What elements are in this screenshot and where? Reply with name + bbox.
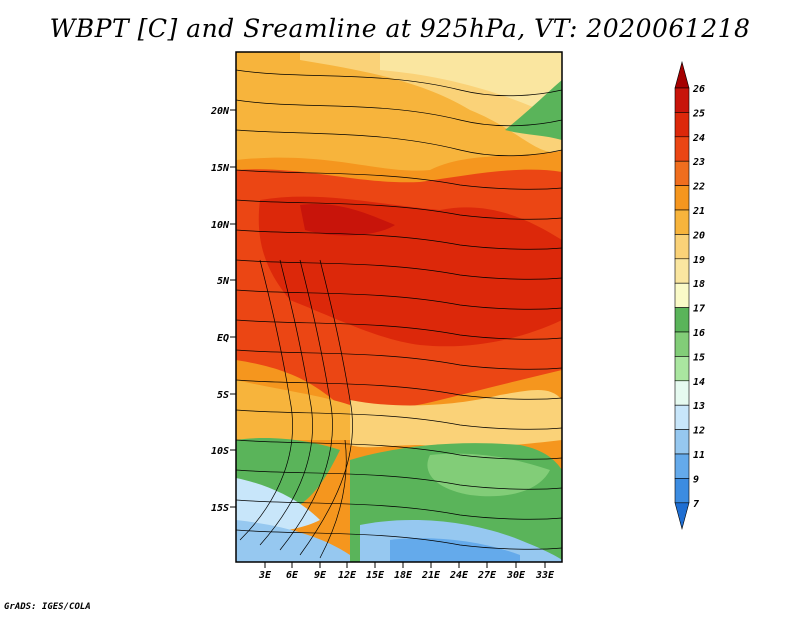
latitude-axis: 20N 15N 10N 5N EQ 5S 10S 15S	[210, 106, 236, 514]
wbpt-field	[236, 52, 562, 562]
lat-tick-label: 10N	[211, 220, 230, 231]
lon-tick-label: 3E	[258, 570, 272, 581]
colorbar-label: 17	[693, 304, 705, 315]
colorbar-label: 19	[693, 255, 705, 266]
colorbar-swatch	[674, 258, 690, 284]
colorbar-swatch	[674, 234, 690, 260]
colorbar-label: 15	[693, 352, 705, 363]
colorbar-swatch	[674, 136, 690, 162]
colorbar-swatch	[674, 112, 690, 138]
colorbar-label: 12	[693, 426, 705, 437]
map-frame	[235, 51, 563, 563]
colorbar-swatch	[674, 478, 690, 504]
lat-tick-label: 10S	[211, 446, 229, 457]
chart-title: WBPT [C] and Sreamline at 925hPa, VT: 20…	[49, 14, 751, 43]
lon-tick-label: 30E	[506, 570, 526, 581]
lat-tick-label: 5N	[217, 276, 230, 287]
lat-tick-label: 15S	[211, 503, 229, 514]
colorbar-swatch	[674, 404, 690, 430]
colorbar-label: 26	[692, 84, 705, 95]
colorbar: 26 25 24 23 22 21 20 19 18 17 16 15 14 13 12 11 9 7	[674, 60, 705, 530]
lon-tick-label: 15E	[366, 570, 385, 581]
lon-tick-label: 21E	[421, 570, 441, 581]
lat-tick-label: 5S	[217, 390, 229, 401]
colorbar-label: 11	[693, 450, 705, 461]
colorbar-label: 25	[692, 108, 705, 119]
lon-tick-label: 18E	[394, 570, 413, 581]
colorbar-swatch	[674, 307, 690, 333]
credit-label: GrADS: IGES/COLA	[4, 602, 91, 612]
colorbar-swatch	[674, 282, 690, 308]
colorbar-label: 20	[692, 230, 705, 241]
colorbar-label: 7	[693, 499, 699, 510]
lon-tick-label: 33E	[535, 570, 555, 581]
colorbar-swatch	[674, 502, 690, 530]
colorbar-swatch	[674, 209, 690, 235]
lat-tick-label: EQ	[217, 333, 229, 344]
colorbar-label: 22	[692, 182, 705, 193]
colorbar-label: 16	[693, 328, 705, 339]
lat-tick-label: 15N	[211, 163, 230, 174]
lon-tick-label: 12E	[338, 570, 357, 581]
colorbar-swatch	[674, 185, 690, 211]
colorbar-swatch	[674, 453, 690, 479]
colorbar-swatch	[674, 331, 690, 357]
colorbar-label: 21	[692, 206, 705, 217]
lon-tick-label: 27E	[477, 570, 497, 581]
lon-tick-label: 24E	[449, 570, 469, 581]
colorbar-swatch	[674, 356, 690, 382]
colorbar-label: 23	[692, 157, 705, 168]
colorbar-label: 24	[692, 133, 705, 144]
lon-tick-label: 6E	[286, 570, 299, 581]
streamlines	[236, 69, 562, 559]
lon-tick-label: 9E	[314, 570, 327, 581]
longitude-axis: 3E 6E 9E 12E 15E 18E 21E 24E 27E 30E 33E	[258, 562, 555, 581]
colorbar-swatch	[674, 87, 690, 113]
lat-tick-label: 20N	[210, 106, 230, 117]
colorbar-swatch	[674, 380, 690, 406]
colorbar-label: 13	[693, 401, 705, 412]
colorbar-label: 9	[693, 474, 699, 485]
colorbar-label: 14	[693, 377, 705, 388]
colorbar-label: 18	[693, 279, 705, 290]
colorbar-swatch	[674, 160, 690, 186]
colorbar-swatch	[674, 60, 690, 89]
colorbar-swatch	[674, 429, 690, 455]
